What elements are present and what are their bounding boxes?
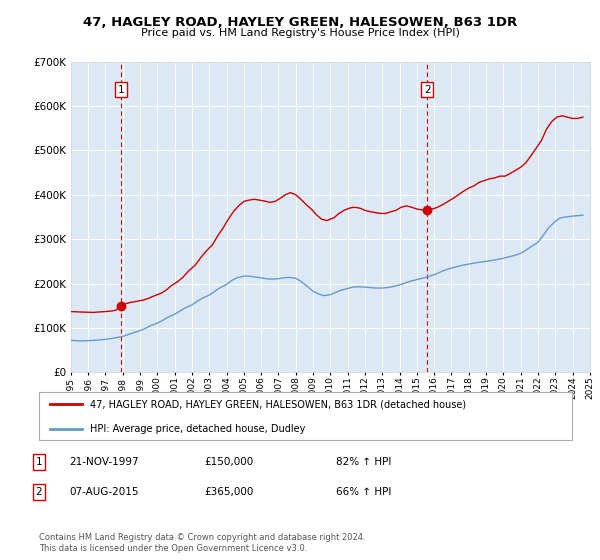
Text: 47, HAGLEY ROAD, HAYLEY GREEN, HALESOWEN, B63 1DR (detached house): 47, HAGLEY ROAD, HAYLEY GREEN, HALESOWEN… bbox=[90, 399, 466, 409]
Text: 2: 2 bbox=[424, 85, 430, 95]
Text: 66% ↑ HPI: 66% ↑ HPI bbox=[336, 487, 391, 497]
Text: 47, HAGLEY ROAD, HAYLEY GREEN, HALESOWEN, B63 1DR: 47, HAGLEY ROAD, HAYLEY GREEN, HALESOWEN… bbox=[83, 16, 517, 29]
Text: £365,000: £365,000 bbox=[204, 487, 253, 497]
Text: 07-AUG-2015: 07-AUG-2015 bbox=[69, 487, 139, 497]
Text: £150,000: £150,000 bbox=[204, 457, 253, 467]
Text: Price paid vs. HM Land Registry's House Price Index (HPI): Price paid vs. HM Land Registry's House … bbox=[140, 28, 460, 38]
Text: 1: 1 bbox=[118, 85, 124, 95]
FancyBboxPatch shape bbox=[39, 392, 572, 440]
Text: 82% ↑ HPI: 82% ↑ HPI bbox=[336, 457, 391, 467]
Text: HPI: Average price, detached house, Dudley: HPI: Average price, detached house, Dudl… bbox=[90, 423, 305, 433]
Text: 2: 2 bbox=[35, 487, 43, 497]
Text: Contains HM Land Registry data © Crown copyright and database right 2024.: Contains HM Land Registry data © Crown c… bbox=[39, 533, 365, 542]
Text: This data is licensed under the Open Government Licence v3.0.: This data is licensed under the Open Gov… bbox=[39, 544, 307, 553]
Text: 21-NOV-1997: 21-NOV-1997 bbox=[69, 457, 139, 467]
Text: 1: 1 bbox=[35, 457, 43, 467]
